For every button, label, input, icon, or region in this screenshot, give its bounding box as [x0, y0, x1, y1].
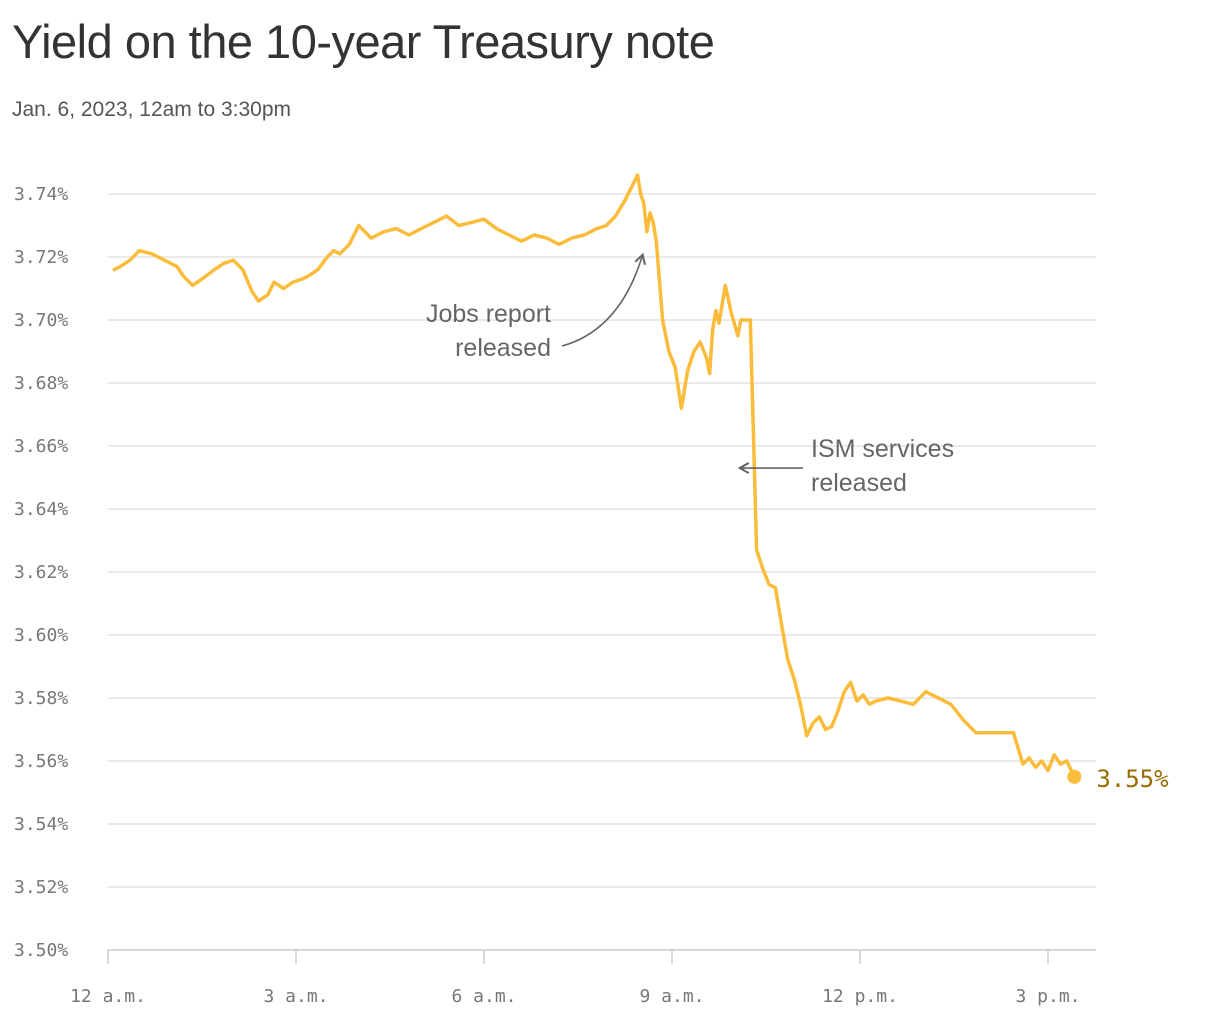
x-tick-label: 6 a.m. [451, 986, 516, 1007]
chart-title: Yield on the 10-year Treasury note [12, 15, 715, 68]
y-tick-label: 3.70% [14, 310, 68, 331]
y-tick-label: 3.62% [14, 562, 68, 583]
y-tick-label: 3.66% [14, 436, 68, 457]
y-tick-label: 3.54% [14, 814, 68, 835]
annotation-arrow-jobs [561, 252, 646, 347]
y-tick-label: 3.60% [14, 625, 68, 646]
y-tick-label: 3.52% [14, 877, 68, 898]
yield-series-line [112, 173, 1077, 779]
y-tick-label: 3.68% [14, 373, 68, 394]
end-value-label: 3.55% [1096, 765, 1169, 793]
annotation-line: released [455, 334, 551, 362]
x-tick-label: 9 a.m. [639, 986, 704, 1007]
end-point-marker [1067, 769, 1082, 784]
annotation-jobs-report: Jobs report released [426, 300, 551, 362]
y-tick-label: 3.72% [14, 247, 68, 268]
x-tick-label: 3 a.m. [263, 986, 328, 1007]
grid-lines [108, 193, 1096, 951]
annotation-line: released [811, 469, 907, 497]
y-tick-label: 3.64% [14, 499, 68, 520]
annotations: Jobs report released ISM services released [426, 252, 954, 497]
x-tick-label: 12 p.m. [822, 986, 898, 1007]
y-axis-ticks: 3.50% 3.52% 3.54% 3.56% 3.58% 3.60% 3.62% 3.64%… [14, 184, 68, 961]
x-tick-label: 3 p.m. [1015, 986, 1080, 1007]
y-tick-label: 3.56% [14, 751, 68, 772]
y-tick-label: 3.74% [14, 184, 68, 205]
series-layer: 3.55% [112, 173, 1169, 793]
annotation-ism-services: ISM services released [811, 435, 954, 497]
y-tick-label: 3.50% [14, 940, 68, 961]
y-tick-label: 3.58% [14, 688, 68, 709]
chart-subtitle: Jan. 6, 2023, 12am to 3:30pm [12, 98, 292, 121]
annotation-line: ISM services [811, 435, 954, 463]
x-axis: 12 a.m. 3 a.m. 6 a.m. 9 a.m. 12 p.m. 3 p.m. [70, 950, 1081, 1007]
annotation-line: Jobs report [426, 300, 551, 328]
x-tick-label: 12 a.m. [70, 986, 146, 1007]
